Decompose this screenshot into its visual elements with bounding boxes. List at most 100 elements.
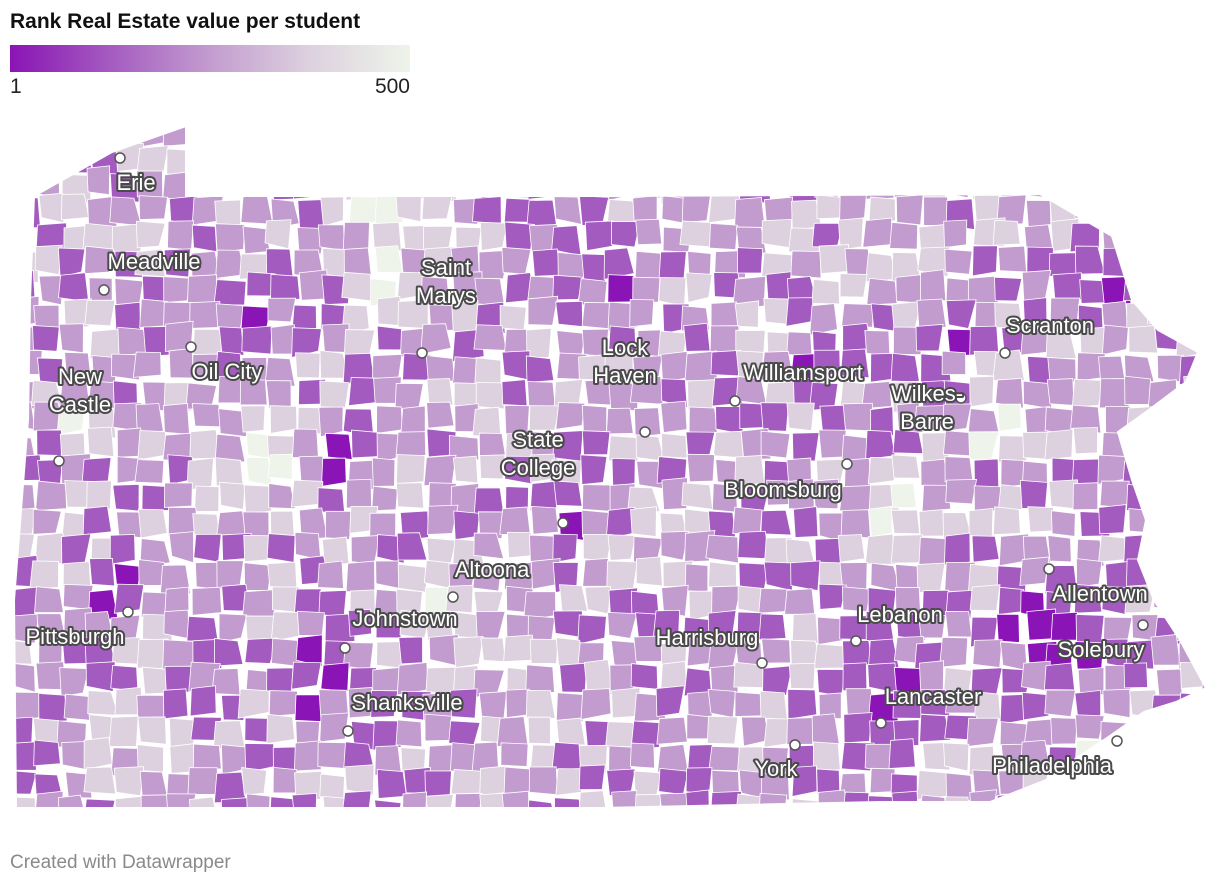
city-marker (841, 458, 853, 470)
district-region (710, 790, 742, 808)
district-region (1201, 797, 1206, 808)
district-region (473, 532, 505, 560)
district-region (1099, 480, 1130, 509)
district-region (320, 662, 350, 693)
city-marker (875, 717, 887, 729)
district-region (85, 661, 116, 693)
district-region (420, 276, 450, 306)
district-region (715, 406, 744, 435)
district-region (1202, 195, 1206, 228)
district-region (707, 640, 739, 671)
city-marker (756, 657, 768, 669)
district-region (1074, 583, 1103, 614)
district-region (501, 790, 530, 808)
district-region (843, 712, 873, 744)
state-outline (12, 124, 1208, 809)
district-region (162, 639, 195, 671)
district-region (604, 349, 634, 376)
district-region (240, 193, 274, 225)
district-region (580, 126, 614, 152)
district-region (790, 126, 822, 152)
district-region (630, 663, 659, 690)
district-region (552, 274, 584, 301)
city-marker (850, 635, 862, 647)
district-region (526, 799, 557, 808)
district-region (219, 481, 246, 510)
district-region (215, 303, 245, 331)
district-region (475, 382, 505, 410)
district-region (1022, 535, 1051, 564)
district-region (705, 534, 739, 564)
district-region (632, 276, 661, 304)
district-region (82, 505, 112, 536)
district-region (343, 741, 375, 769)
district-region (474, 357, 502, 387)
district-region (218, 146, 249, 174)
district-region (1178, 692, 1206, 718)
district-region (611, 790, 638, 808)
district-region (347, 608, 372, 637)
district-region (218, 613, 248, 644)
district-region (294, 531, 322, 561)
district-region (479, 792, 509, 808)
district-region (790, 250, 822, 279)
district-region (14, 141, 37, 168)
district-region (528, 405, 561, 431)
district-region (57, 794, 89, 808)
district-region (344, 764, 375, 796)
district-region (1130, 196, 1161, 229)
district-region (814, 170, 841, 199)
district-region (611, 457, 636, 488)
district-region (889, 221, 919, 250)
district-region (317, 560, 344, 589)
district-region (558, 584, 589, 612)
district-region (555, 692, 585, 722)
district-region (1201, 377, 1206, 407)
district-region (577, 790, 608, 808)
district-region (319, 712, 350, 743)
district-region (818, 429, 847, 459)
district-region (526, 126, 554, 150)
district-region (186, 615, 219, 644)
district-region (785, 297, 814, 327)
district-region (193, 145, 220, 174)
district-region (870, 406, 894, 437)
district-region (791, 613, 819, 645)
city-williamsport: Williamsport (729, 358, 865, 407)
district-region (685, 789, 710, 808)
district-region (686, 126, 717, 145)
district-region (399, 126, 424, 144)
district-region (813, 349, 841, 377)
district-region (1204, 535, 1206, 567)
district-region (374, 245, 404, 274)
district-region (58, 323, 84, 354)
city-label: Scranton (1006, 313, 1094, 338)
district-region (811, 713, 840, 745)
city-label: Bloomsburg (724, 477, 841, 502)
district-region (1121, 142, 1150, 169)
district-region (555, 768, 582, 796)
district-region (59, 667, 90, 698)
district-region (969, 789, 998, 808)
district-region (324, 613, 356, 642)
city-marker (342, 725, 354, 737)
district-region (762, 665, 793, 697)
district-region (86, 480, 112, 512)
district-region (785, 538, 816, 565)
district-region (189, 685, 217, 717)
district-region (350, 535, 381, 565)
district-region (1203, 328, 1206, 358)
district-region (661, 477, 688, 511)
district-region (584, 586, 612, 615)
district-region (506, 531, 534, 559)
district-region (168, 531, 194, 564)
city-marker (53, 455, 65, 467)
district-region (194, 485, 220, 512)
district-region (1126, 226, 1155, 257)
district-region (1153, 404, 1183, 431)
district-region (322, 795, 350, 808)
district-region (809, 303, 838, 336)
district-region (317, 224, 345, 252)
district-region (56, 405, 85, 436)
